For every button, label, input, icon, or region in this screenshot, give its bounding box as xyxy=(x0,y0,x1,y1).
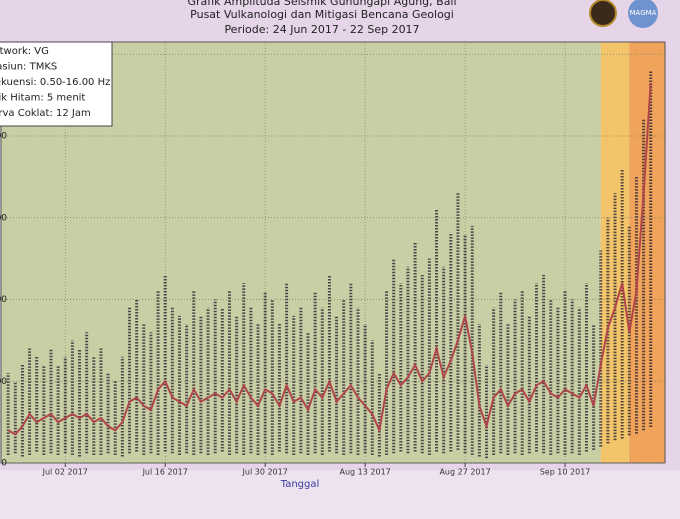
chart-period: Periode: 24 Jun 2017 - 22 Sep 2017 xyxy=(224,23,419,36)
alert-zone xyxy=(629,42,665,463)
x-tick-label: Jul 02 2017 xyxy=(42,468,88,477)
alert-zone xyxy=(600,42,630,463)
x-tick-label: Jul 16 2017 xyxy=(142,468,188,477)
y-tick-label: 100 xyxy=(0,377,7,387)
logo-magma xyxy=(628,0,658,28)
amplitude-curve xyxy=(7,82,652,436)
x-tick-label: Jul 30 2017 xyxy=(242,468,288,477)
info-line: Network: VG xyxy=(0,46,49,57)
y-tick-label: 400 xyxy=(0,132,7,142)
y-tick-label: 300 xyxy=(0,213,7,223)
chart-subtitle: Pusat Vulkanologi dan Mitigasi Bencana G… xyxy=(190,8,454,21)
x-tick-label: Aug 27 2017 xyxy=(439,468,490,477)
info-line: Titik Hitam: 5 menit xyxy=(0,93,85,104)
info-line: Stasiun: TMKS xyxy=(0,62,57,73)
chart-title: Grafik Amplituda Seismik Gunungapi Agung… xyxy=(187,0,456,8)
info-line: Frekuensi: 0.50-16.00 Hz xyxy=(0,77,110,88)
logo-esdm xyxy=(589,0,617,27)
info-box-frame xyxy=(0,41,113,127)
x-tick-label: Aug 13 2017 xyxy=(340,468,391,477)
x-axis-label: Tanggal xyxy=(280,479,320,490)
info-box: Network: VG Stasiun: TMKS Frekuensi: 0.50-… xyxy=(0,41,113,127)
y-tick-label: 0 xyxy=(1,459,7,469)
paper-lower xyxy=(0,470,680,519)
y-tick-label: 200 xyxy=(0,295,7,305)
plot-frame xyxy=(0,41,666,464)
info-line: Kurva Coklat: 12 Jam xyxy=(0,108,91,119)
logo-text: MAGMA xyxy=(630,9,657,17)
x-tick-label: Sep 10 2017 xyxy=(540,468,591,477)
